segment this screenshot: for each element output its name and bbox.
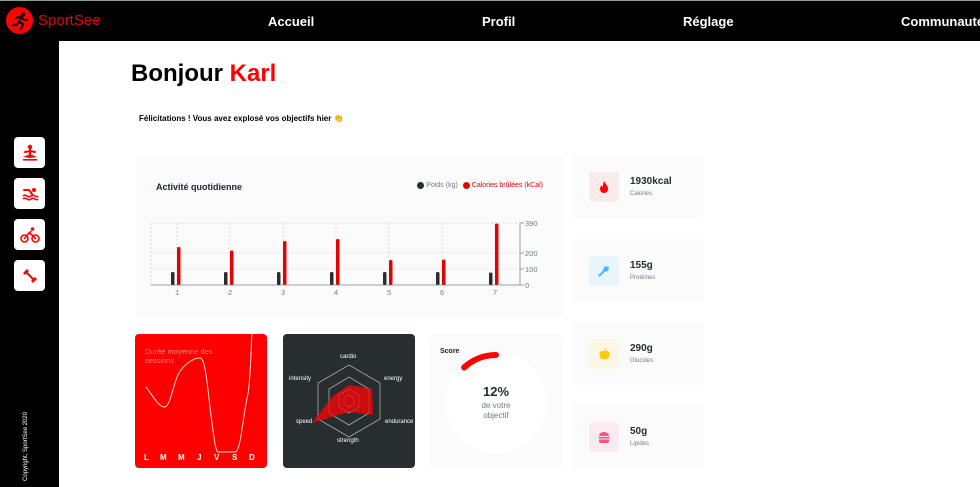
sessions-line-chart bbox=[145, 334, 253, 453]
nav-profil[interactable]: Profil bbox=[482, 14, 516, 29]
nav-accueil[interactable]: Accueil bbox=[268, 14, 315, 29]
performance-radar-chart bbox=[312, 364, 381, 438]
svg-text:3: 3 bbox=[281, 288, 285, 297]
svg-text:1: 1 bbox=[175, 288, 179, 297]
activity-legend: Poids (kg) Calories brûlées (kCal) bbox=[412, 182, 543, 189]
radar-label-energy: energy bbox=[384, 376, 403, 382]
sidebar-item-cycling[interactable] bbox=[14, 219, 45, 250]
radar-label-speed: speed bbox=[296, 419, 313, 425]
performance-radar-card: cardio energy endurance strength speed i… bbox=[283, 334, 415, 468]
day-label: J bbox=[197, 453, 202, 462]
score-caption: de votre objectif bbox=[481, 401, 511, 420]
carbs-value: 290g bbox=[630, 343, 653, 354]
dumbbell-icon bbox=[22, 268, 37, 283]
nav-reglage[interactable]: Réglage bbox=[683, 14, 734, 29]
congrats-message: Félicitations ! Vous avez explosé vos ob… bbox=[139, 114, 344, 123]
svg-text:200: 200 bbox=[525, 249, 538, 258]
svg-text:390: 390 bbox=[525, 219, 538, 228]
legend-weight: Poids (kg) bbox=[417, 182, 458, 189]
sidebar-item-weights[interactable] bbox=[14, 260, 45, 291]
window-top-border bbox=[0, 0, 980, 1]
svg-text:100: 100 bbox=[525, 265, 538, 274]
sidebar-item-yoga[interactable] bbox=[14, 137, 45, 168]
nutrition-card-calories: 1930kcal Calories bbox=[572, 155, 704, 218]
nutrition-card-carbs: 290g Glucides bbox=[572, 322, 704, 385]
svg-text:5: 5 bbox=[387, 288, 391, 297]
radar-label-intensity: intensity bbox=[289, 376, 312, 382]
lipids-label: Lipides bbox=[630, 441, 650, 447]
runner-logo-icon bbox=[6, 7, 33, 34]
svg-text:6: 6 bbox=[440, 288, 444, 297]
radar-label-cardio: cardio bbox=[340, 354, 357, 360]
day-label: D bbox=[249, 453, 255, 462]
day-label: M bbox=[178, 453, 185, 462]
logo-text: SportSee bbox=[38, 12, 101, 29]
score-title: Score bbox=[440, 348, 460, 355]
svg-text:2: 2 bbox=[228, 288, 232, 297]
lipids-value: 50g bbox=[630, 426, 648, 437]
fire-icon bbox=[589, 172, 619, 202]
sidebar: Copyright, SportSee 2020 bbox=[0, 41, 59, 487]
activity-chart-card: Activité quotidienne Poids (kg) Calories… bbox=[135, 155, 563, 318]
day-label: L bbox=[144, 453, 149, 462]
weight-dot-icon bbox=[417, 182, 425, 189]
cycling-icon bbox=[19, 226, 40, 243]
score-card: Score 12% de votre objectif bbox=[430, 334, 562, 468]
day-label: S bbox=[232, 453, 238, 462]
svg-text:4: 4 bbox=[334, 288, 338, 297]
nutrition-card-lipids: 50g Lipides bbox=[572, 405, 704, 468]
yoga-icon bbox=[22, 144, 37, 161]
apple-icon bbox=[589, 339, 619, 369]
day-label: M bbox=[160, 453, 167, 462]
top-nav-bar: SportSee Accueil Profil Réglage Communau… bbox=[0, 1, 980, 41]
copyright-text: Copyright, SportSee 2020 bbox=[23, 411, 29, 481]
nav-communaute[interactable]: Communauté bbox=[901, 14, 980, 29]
calories-label: Calories bbox=[630, 191, 653, 197]
activity-bar-chart: 390 200 100 0 1 2 3 4 5 6 7 bbox=[150, 219, 538, 297]
svg-text:0: 0 bbox=[525, 281, 529, 290]
activity-chart-title: Activité quotidienne bbox=[156, 182, 243, 192]
burger-icon bbox=[589, 422, 619, 452]
chicken-icon bbox=[589, 256, 619, 286]
score-radial-chart bbox=[445, 351, 547, 453]
svg-text:7: 7 bbox=[493, 288, 497, 297]
sessions-chart-title: Durée moyenne des sessions bbox=[145, 347, 213, 365]
calories-dot-icon bbox=[462, 182, 470, 189]
sidebar-item-swimming[interactable] bbox=[14, 178, 45, 209]
proteins-label: Protéines bbox=[630, 275, 656, 281]
score-value: 12% bbox=[482, 384, 510, 399]
user-name: Karl bbox=[229, 60, 277, 87]
day-label: V bbox=[214, 453, 220, 462]
nutrition-card-proteins: 155g Protéines bbox=[572, 239, 704, 302]
calories-value: 1930kcal bbox=[630, 176, 672, 187]
radar-label-strength: strength bbox=[337, 438, 359, 444]
legend-calories: Calories brûlées (kCal) bbox=[462, 182, 543, 189]
radar-label-endurance: endurance bbox=[385, 419, 414, 425]
average-sessions-card: Durée moyenne des sessions L M M J V S D bbox=[135, 334, 267, 468]
proteins-value: 155g bbox=[630, 260, 653, 271]
logo[interactable]: SportSee bbox=[6, 7, 101, 34]
page-title: Bonjour Karl bbox=[131, 60, 276, 88]
carbs-label: Glucides bbox=[630, 358, 654, 364]
swimming-icon bbox=[22, 187, 39, 201]
greeting-prefix: Bonjour bbox=[131, 60, 230, 87]
